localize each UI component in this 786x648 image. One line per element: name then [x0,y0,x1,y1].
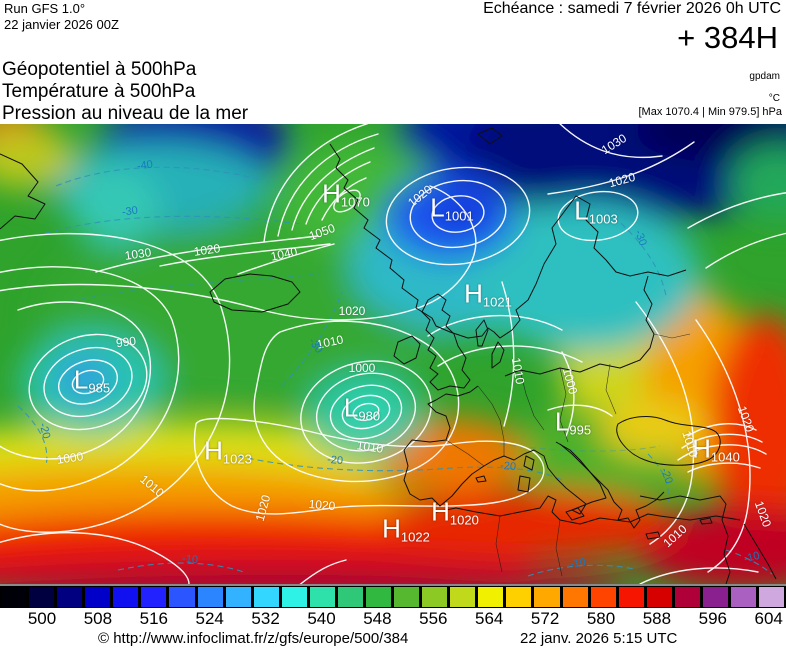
colorbar-cell [0,586,29,608]
colorbar-tick: 532 [251,609,280,628]
colorbar-cell [730,586,759,608]
param-geopotential: Géopotentiel à 500hPa [2,59,197,80]
colorbar-tick: 596 [698,609,727,628]
colorbar-cell [421,586,450,608]
pressure-minmax: [Max 1070.4 | Min 979.5] hPa [638,106,783,118]
map-art [0,124,786,584]
colorbar-cell [224,586,253,608]
colorbar-cell [561,586,590,608]
colorbar-cell [645,586,674,608]
run-date: 22 janvier 2026 00Z [4,17,119,32]
colorbar-cell [140,586,169,608]
colorbar-cell [673,586,702,608]
colorbar-ticks: 500 508 516 524 532 540 548 556 564 572 580 588 596 6… [0,608,786,630]
colorbar-cell [477,586,506,608]
colorbar-tick: 500 [27,609,57,628]
colorbar-cell [617,586,646,608]
colorbar-cell [589,586,618,608]
colorbar-tick: 604 [754,609,783,628]
colorbar-cell [701,586,731,608]
colorbar-cell [168,586,197,608]
param-pressure: Pression au niveau de la mer [2,103,249,124]
param-temperature: Température à 500hPa [2,81,196,102]
colorbar-tick: 540 [307,609,336,628]
footer: © http://www.infoclimat.fr/z/gfs/europe/… [0,630,786,648]
colorbar-cell [393,586,422,608]
colorbar-tick: 508 [83,609,113,628]
colorbar-tick: 572 [530,609,560,628]
colorbar [0,584,786,608]
colorbar-cell [280,586,309,608]
colorbar-tick: 524 [195,609,224,628]
colorbar-tick: 580 [586,609,616,628]
colorbar-cell [56,586,85,608]
colorbar-cell [336,586,366,608]
colorbar-tick: 588 [642,609,672,628]
colorbar-tick: 556 [419,609,448,628]
colorbar-cell [196,586,225,608]
colorbar-cell [505,586,534,608]
header: Run GFS 1.0° 22 janvier 2026 00Z Echéanc… [0,0,786,124]
forecast-valid-time: Echéance : samedi 7 février 2026 0h UTC [483,0,781,17]
colorbar-cell [28,586,57,608]
colorbar-tick: 564 [475,609,504,628]
colorbar-tick: 516 [139,609,168,628]
colorbar-cell [112,586,141,608]
colorbar-cell [252,586,281,608]
colorbar-cell [449,586,478,608]
isobar-contours [0,124,786,584]
generation-timestamp: 22 janv. 2026 5:15 UTC [520,630,678,647]
colorbar-tick: 548 [363,609,392,628]
run-model: Run GFS 1.0° [4,1,86,16]
colorbar-cell [533,586,562,608]
map-canvas: H1070 L1001 L1003 H1021 L985 L980 H1023 L995 H10… [0,124,786,584]
colorbar-cell [308,586,337,608]
colorbar-cell [84,586,113,608]
colour-field [0,124,786,584]
colorbar-cell [365,586,394,608]
coastlines [0,127,777,584]
unit-temperature: °C [768,93,780,104]
unit-geopotential: gpdam [749,71,780,82]
country-borders [445,333,691,577]
colorbar-cell [758,586,786,608]
copyright-url: © http://www.infoclimat.fr/z/gfs/europe/… [98,630,409,647]
forecast-hour: + 384H [677,20,778,55]
